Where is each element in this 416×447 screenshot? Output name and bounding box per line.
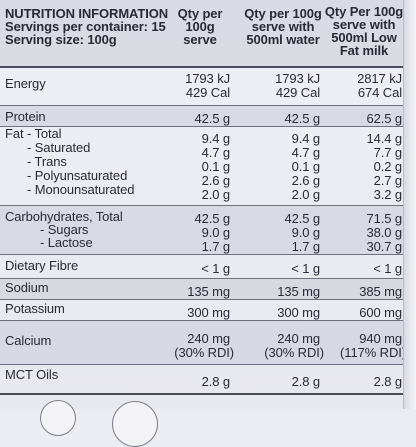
separator [0,105,404,106]
fat-trans-c1: 0.1 g [201,159,231,174]
carbs-sugars-c2: 9.0 g [291,225,321,240]
carbs-total-c1: 42.5 g [194,211,230,226]
fat-trans-c3: 0.2 g [373,159,403,174]
potassium-label: Potassium [5,301,65,316]
fat-trans-label: - Trans [27,154,67,169]
col1-header-line3: serve [183,32,217,47]
fat-mono-label: - Monounsaturated [27,182,135,197]
sodium-c1: 135 mg [187,284,230,299]
header-shade [0,0,404,66]
carbs-sugars-label: - Sugars [40,222,89,237]
potassium-c1: 300 mg [187,305,230,320]
energy-c2-kj: 1793 kJ [275,71,320,86]
energy-label: Energy [5,76,46,91]
mct-c3: 2.8 g [373,374,403,389]
col1-header-line2: 100g [185,19,215,34]
fat-total-c3: 14.4 g [366,131,402,146]
separator [0,126,404,127]
sodium-c2: 135 mg [277,284,320,299]
fat-saturated-c1: 4.7 g [201,145,231,160]
protein-c1: 42.5 g [194,111,230,126]
fat-saturated-c2: 4.7 g [291,145,321,160]
protein-label: Protein [5,109,46,124]
fibre-c2: < 1 g [291,261,320,276]
calcium-c3-mg: 940 mg [359,331,402,346]
separator [0,299,404,300]
fat-mono-c1: 2.0 g [201,187,231,202]
calcium-shade [0,320,404,364]
separator [0,254,404,255]
mct-c2: 2.8 g [291,374,321,389]
sodium-label: Sodium [5,280,49,295]
header-separator [0,66,404,68]
fat-poly-label: - Polyunsaturated [27,168,128,183]
calcium-c1-rdi: (30% RDI) [174,345,234,360]
carbs-lactose-c2: 1.7 g [291,239,321,254]
protein-c3: 62.5 g [366,111,402,126]
fat-total-label: Fat - Total [5,126,62,141]
calcium-c1-mg: 240 mg [187,331,230,346]
calcium-c2-rdi: (30% RDI) [264,345,324,360]
carbs-total-c2: 42.5 g [284,211,320,226]
certification-badge-icon [112,401,158,447]
carbs-sugars-c1: 9.0 g [201,225,231,240]
servings-per-container: Servings per container: 15 [5,19,166,34]
protein-c2: 42.5 g [284,111,320,126]
col2-header-line2: serve with [251,19,315,34]
fat-mono-c2: 2.0 g [291,187,321,202]
bottom-separator [0,393,404,395]
fibre-label: Dietary Fibre [5,258,79,273]
carbs-lactose-label: - Lactose [40,235,93,250]
col3-header-line2: serve with [332,17,396,32]
protein-shade [0,106,404,126]
fat-total-c2: 9.4 g [291,131,321,146]
fat-poly-c3: 2.7 g [373,173,403,188]
fat-total-c1: 9.4 g [201,131,231,146]
container-edge [403,0,416,409]
carbs-shade [0,206,404,254]
fibre-c1: < 1 g [201,261,230,276]
energy-c3-cal: 674 Cal [357,85,402,100]
fat-poly-c1: 2.6 g [201,173,231,188]
col3-header-line3: 500ml Low [331,30,397,45]
panel-title: NUTRITION INFORMATION [5,6,169,21]
fat-trans-c2: 0.1 g [291,159,321,174]
separator [0,320,404,321]
separator [0,364,404,365]
fibre-c3: < 1 g [373,261,402,276]
carbs-sugars-c3: 38.0 g [366,225,402,240]
calcium-c2-mg: 240 mg [277,331,320,346]
fat-saturated-c3: 7.7 g [373,145,403,160]
sodium-shade [0,279,404,299]
fat-poly-c2: 2.6 g [291,173,321,188]
energy-c3-kj: 2817 kJ [357,71,402,86]
energy-c1-kj: 1793 kJ [185,71,230,86]
potassium-c3: 600 mg [359,305,402,320]
carbs-lactose-c1: 1.7 g [201,239,231,254]
certification-badge-icon [40,400,76,436]
potassium-c2: 300 mg [277,305,320,320]
mct-label: MCT Oils [5,367,59,382]
carbs-lactose-c3: 30.7 g [366,239,402,254]
separator [0,278,404,279]
col2-header-line1: Qty per 100g [244,6,322,21]
col1-header-line1: Qty per [177,6,223,21]
serving-size: Serving size: 100g [5,32,117,47]
carbs-total-label: Carbohydrates, Total [5,209,123,224]
carbs-total-c3: 71.5 g [366,211,402,226]
col2-header-line3: 500ml water [246,32,320,47]
fat-saturated-label: - Saturated [27,140,91,155]
energy-c1-cal: 429 Cal [185,85,230,100]
sodium-c3: 385 mg [359,284,402,299]
separator [0,205,404,206]
col3-header-line4: Fat milk [339,43,389,58]
calcium-label: Calcium [5,333,52,348]
mct-c1: 2.8 g [201,374,231,389]
col3-header-line1: Qty Per 100g [324,4,404,19]
calcium-c3-rdi: (117% RDI) [340,345,406,360]
fat-mono-c3: 3.2 g [373,187,403,202]
energy-c2-cal: 429 Cal [275,85,320,100]
